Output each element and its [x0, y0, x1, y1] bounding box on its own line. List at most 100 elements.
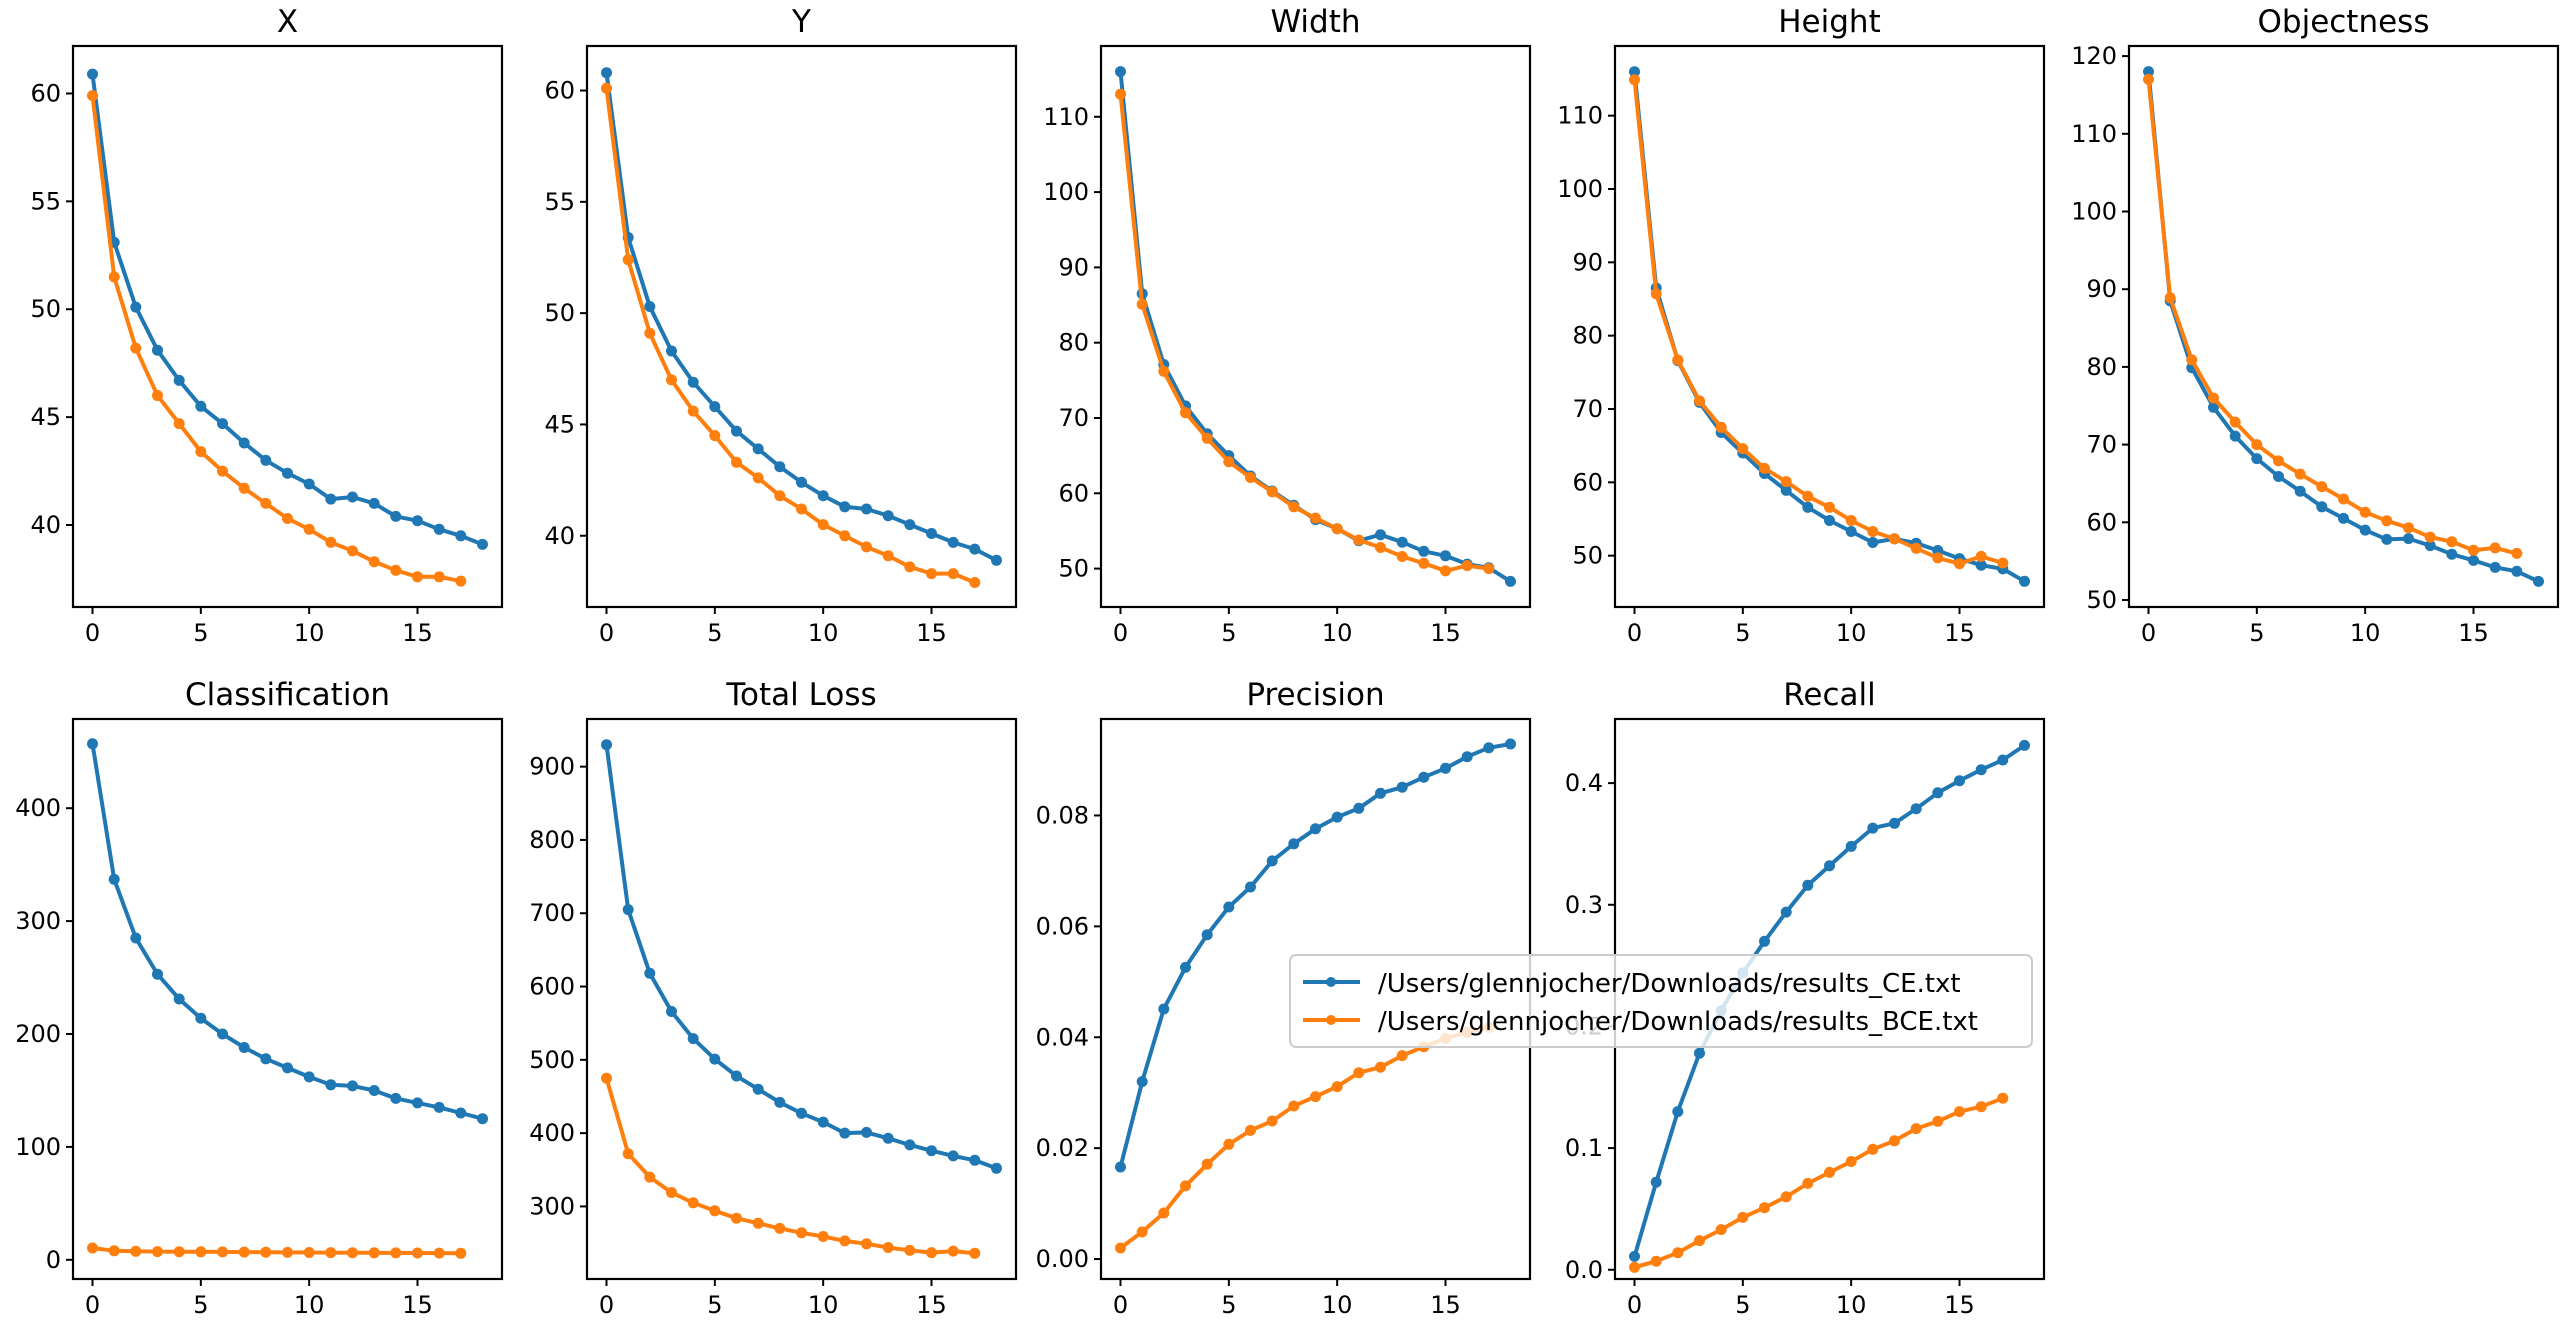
data-point-bce — [1845, 1156, 1857, 1167]
data-point-bce — [1158, 365, 1170, 377]
legend-entry-bce: /Users/glennjocher/Downloads/results_BCE… — [1303, 1007, 1978, 1037]
data-point-bce — [601, 1072, 612, 1084]
data-point-ce — [282, 1062, 293, 1074]
legend-marker-bce — [1326, 1015, 1336, 1025]
y-tick-label: 50 — [1572, 542, 1603, 570]
data-point-bce — [969, 577, 981, 588]
data-point-bce — [238, 1246, 250, 1258]
subplot-title-precision: Precision — [1246, 677, 1384, 713]
data-point-ce — [1889, 817, 1900, 829]
data-point-bce — [882, 550, 894, 562]
x-tick-label: 5 — [707, 1291, 722, 1319]
data-point-bce — [2186, 354, 2198, 366]
data-point-ce — [752, 443, 764, 455]
data-point-ce — [1780, 906, 1792, 918]
y-tick-label: 400 — [15, 794, 61, 822]
data-point-ce — [1910, 803, 1922, 815]
data-point-bce — [1375, 1061, 1386, 1073]
axes-frame — [2127, 44, 2560, 609]
data-point-ce — [644, 967, 656, 979]
data-point-ce — [195, 1012, 207, 1024]
data-point-bce — [601, 82, 612, 94]
x-tick-label: 15 — [916, 619, 947, 647]
data-point-bce — [2143, 73, 2154, 85]
data-point-bce — [455, 1247, 467, 1259]
data-point-ce — [622, 904, 634, 916]
data-point-ce — [796, 476, 807, 488]
data-point-ce — [2381, 533, 2393, 545]
data-point-bce — [817, 519, 829, 531]
data-point-ce — [368, 497, 380, 509]
series-bce-objectness — [2143, 73, 2523, 559]
data-point-ce — [1375, 529, 1386, 541]
data-point-bce — [666, 1187, 677, 1198]
data-point-ce — [217, 1028, 228, 1040]
data-point-bce — [2273, 455, 2284, 467]
data-point-ce — [1932, 787, 1944, 799]
data-point-ce — [861, 1126, 872, 1138]
y-tick-label: 600 — [529, 973, 575, 1001]
x-tick-label: 0 — [85, 619, 100, 647]
data-point-ce — [904, 519, 916, 531]
data-point-ce — [1997, 754, 2009, 766]
data-point-ce — [947, 1150, 959, 1162]
x-tick-label: 0 — [85, 1291, 100, 1319]
data-point-ce — [2359, 524, 2371, 536]
data-point-bce — [839, 1235, 851, 1247]
data-point-bce — [2294, 468, 2306, 480]
data-point-bce — [861, 1238, 872, 1250]
data-point-bce — [1759, 1202, 1770, 1214]
data-point-ce — [2424, 540, 2436, 552]
y-tick-label: 80 — [1058, 329, 1089, 357]
data-point-ce — [1672, 1106, 1684, 1118]
y-tick-label: 60 — [544, 77, 575, 105]
data-point-bce — [152, 1246, 163, 1258]
series-line-ce — [2146, 71, 2540, 584]
data-point-bce — [752, 472, 764, 484]
data-point-bce — [1396, 1050, 1408, 1062]
data-point-bce — [455, 575, 467, 587]
data-point-bce — [1353, 534, 1365, 546]
data-point-bce — [1629, 1261, 1640, 1273]
y-tick-label: 45 — [544, 410, 575, 438]
data-point-ce — [731, 1070, 742, 1082]
data-point-bce — [644, 1171, 656, 1183]
axes-frame — [1099, 44, 1532, 609]
y-tick-label: 400 — [529, 1119, 575, 1147]
data-point-ce — [1201, 929, 1213, 941]
data-point-bce — [1245, 1124, 1256, 1136]
data-point-ce — [1461, 751, 1473, 763]
data-point-ce — [796, 1107, 807, 1119]
data-point-bce — [1694, 395, 1705, 407]
data-point-bce — [282, 1246, 293, 1258]
y-tick-label: 0.06 — [1036, 912, 1089, 940]
data-point-ce — [2338, 512, 2349, 524]
axes-frame — [585, 717, 1018, 1281]
data-point-ce — [1440, 762, 1451, 774]
data-point-bce — [1288, 501, 1300, 513]
data-point-bce — [2316, 481, 2328, 493]
axes-frame — [585, 44, 1018, 609]
data-point-bce — [2359, 506, 2371, 518]
data-point-ce — [433, 523, 445, 535]
data-point-bce — [882, 1242, 894, 1253]
series-line-bce — [90, 95, 462, 584]
legend-entry-ce: /Users/glennjocher/Downloads/results_CE.… — [1303, 969, 1961, 999]
data-point-bce — [926, 1247, 937, 1259]
data-point-ce — [1483, 742, 1495, 754]
y-tick-label: 50 — [544, 299, 575, 327]
data-point-bce — [1824, 501, 1835, 513]
y-tick-label: 0 — [46, 1246, 61, 1274]
data-point-bce — [1910, 542, 1922, 554]
data-point-bce — [709, 430, 721, 442]
data-point-ce — [368, 1085, 380, 1096]
series-bce-y — [601, 82, 981, 588]
x-tick-label: 10 — [294, 1291, 325, 1319]
y-tick-label: 100 — [1557, 175, 1603, 203]
subplot-title-x: X — [277, 4, 298, 40]
data-point-bce — [1824, 1166, 1835, 1178]
data-point-bce — [108, 271, 120, 283]
series-line-bce — [1119, 1025, 1490, 1250]
y-tick-label: 100 — [2071, 198, 2117, 226]
